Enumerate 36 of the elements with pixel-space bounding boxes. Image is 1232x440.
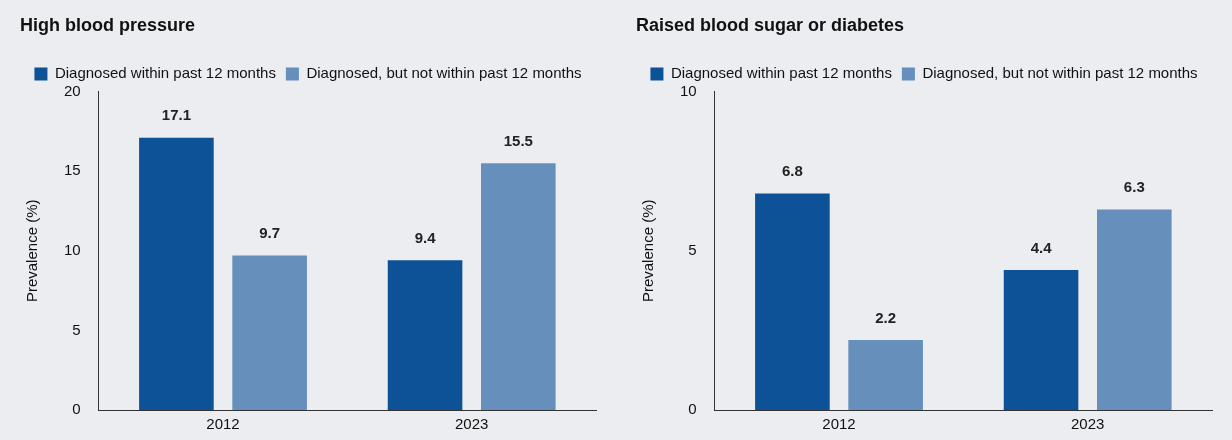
y-tick-label: 10 [64,240,81,258]
x-tick-label: 2012 [206,415,240,433]
data-label: 15.5 [503,131,533,149]
bar [232,255,307,410]
bar [755,193,830,410]
data-label: 6.8 [781,162,803,180]
y-tick-label: 0 [72,400,81,418]
y-tick-label: 20 [64,81,81,99]
data-label: 6.3 [1123,178,1145,196]
x-tick-label: 2023 [1070,415,1105,433]
bar [848,339,923,410]
bar [1097,209,1172,410]
bar [387,260,463,410]
chart-title: Raised blood sugar or diabetes [636,14,905,35]
chart-title: High blood pressure [20,14,196,35]
legend-label: Diagnosed, but not within past 12 months [306,64,582,82]
data-label: 4.4 [1030,238,1053,256]
legend-label: Diagnosed, but not within past 12 months [922,64,1198,82]
data-label: 17.1 [161,106,191,124]
data-label: 9.7 [259,224,281,242]
bar [139,137,214,410]
y-tick-label: 5 [688,240,697,258]
x-tick-label: 2012 [822,415,856,433]
y-tick-label: 10 [680,81,697,99]
data-label: 9.4 [414,228,437,246]
y-tick-label: 5 [72,320,81,338]
bar [481,163,556,410]
bar [1003,269,1079,410]
y-tick-label: 0 [688,400,697,418]
data-label: 2.2 [875,308,897,326]
y-tick-label: 15 [64,161,81,179]
legend-label: Diagnosed within past 12 months [670,64,892,82]
x-tick-label: 2023 [454,415,489,433]
y-axis-title: Prevalence (%) [23,199,41,303]
legend-label: Diagnosed within past 12 months [54,64,276,82]
y-axis-title: Prevalence (%) [639,199,657,303]
